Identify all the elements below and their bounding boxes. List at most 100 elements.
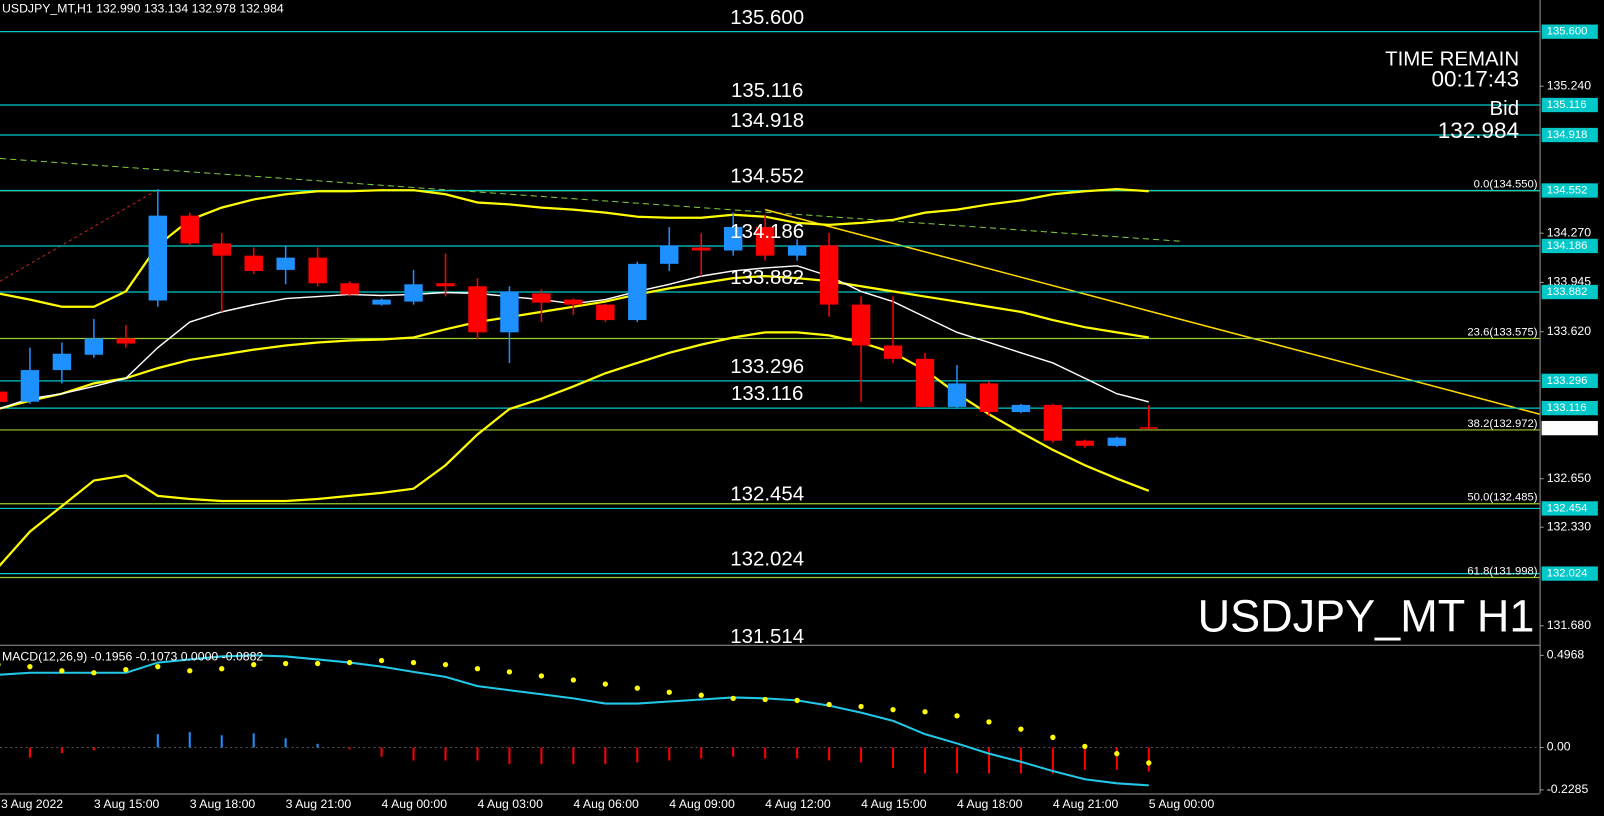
level-box (1541, 24, 1598, 39)
level-box (1541, 97, 1598, 113)
signal-dot (954, 713, 960, 719)
histogram-bar (955, 747, 959, 774)
x-tick-label: 4 Aug 21:00 (1053, 797, 1119, 811)
candle-body (692, 247, 711, 251)
candle-body (1011, 404, 1031, 413)
histogram-bar (1147, 747, 1150, 772)
signal-dot (1114, 750, 1120, 757)
x-tick-label: 4 Aug 00:00 (382, 797, 448, 811)
fib-label: 50.0(132.485) (1467, 492, 1537, 504)
candle-body (819, 245, 839, 305)
histogram-bar (636, 747, 639, 763)
signal-dot (666, 689, 672, 695)
histogram-bar (987, 747, 990, 774)
level-box-label: 134.186 (1547, 240, 1588, 252)
level-label: 132.454 (730, 483, 804, 506)
level-label: 133.296 (730, 355, 804, 378)
level-box (1541, 284, 1598, 300)
level-label: 133.882 (730, 266, 804, 289)
signal-dot (378, 657, 385, 664)
x-tick-label: 3 Aug 18:00 (190, 797, 256, 811)
x-tick-label: 4 Aug 06:00 (573, 797, 639, 811)
histogram-bar (828, 747, 831, 761)
candle-body (20, 370, 40, 402)
signal-dot (0, 662, 1, 667)
candle-body (1043, 404, 1063, 441)
candle-body (1107, 437, 1127, 446)
candle-body (915, 358, 935, 407)
signal-dot (826, 701, 832, 708)
macd-line (0, 654, 1149, 787)
fib-label: 0.0(134.550) (1474, 179, 1538, 191)
histogram-bar (92, 747, 95, 751)
histogram-bar (1051, 747, 1054, 774)
candle-body (851, 304, 871, 346)
level-box (1541, 373, 1598, 388)
signal-dot (1050, 734, 1056, 740)
candle-body (723, 227, 743, 251)
level-box-label: 133.296 (1547, 375, 1588, 387)
x-tick-label: 3 Aug 15:00 (94, 797, 160, 811)
price-panel (0, 31, 1540, 579)
candle-body (628, 263, 647, 321)
fib-label: 61.8(131.998) (1467, 565, 1537, 577)
signal-dot (890, 707, 896, 713)
signal-dot (602, 681, 608, 687)
signal-dot (570, 677, 577, 683)
macd-panel (0, 654, 1540, 787)
signal-dot (922, 709, 928, 715)
signal-dot (410, 659, 417, 666)
histogram-bar (380, 747, 383, 757)
signal-dot (698, 692, 704, 698)
candle-body (84, 338, 104, 355)
candle-body (308, 257, 327, 284)
y-tick-label: 133.620 (1547, 324, 1592, 338)
histogram-bar (764, 747, 767, 759)
x-tick-label: 3 Aug 2022 (1, 797, 63, 811)
y-tick-label: 131.680 (1547, 618, 1592, 632)
signal-dot (794, 697, 800, 704)
level-box (1541, 400, 1598, 416)
signal-dot (187, 668, 193, 674)
x-tick-label: 4 Aug 18:00 (957, 797, 1023, 811)
candle-body (787, 245, 807, 256)
x-tick-label: 4 Aug 03:00 (477, 797, 543, 811)
histogram-bar (508, 747, 511, 765)
candle-body (979, 383, 999, 413)
candle-body (468, 286, 487, 333)
histogram-bar (700, 747, 703, 759)
candle-body (212, 243, 231, 256)
y-tick-label: 132.650 (1547, 471, 1592, 485)
level-label: 131.514 (730, 625, 804, 648)
candle-body (564, 299, 583, 305)
macd-title: MACD(12,26,9) -0.1956 -0.1073 0.0000 -0.… (2, 650, 263, 664)
signal-dot (1082, 743, 1088, 750)
candle-body (1139, 427, 1158, 429)
fib-label: 38.2(132.972) (1467, 418, 1537, 430)
candle-body (340, 283, 359, 295)
x-tick-label: 4 Aug 09:00 (669, 797, 735, 811)
level-box-label: 135.116 (1547, 99, 1587, 111)
histogram-bar (732, 747, 735, 757)
signal-dot (251, 661, 257, 668)
signal-dot (506, 669, 513, 675)
histogram-bar (316, 743, 319, 748)
timer-label: TIME REMAIN (1385, 48, 1519, 71)
level-label: 133.116 (731, 382, 803, 405)
candle-body (947, 383, 967, 407)
level-label: 132.024 (730, 548, 804, 571)
level-box (1541, 566, 1598, 581)
candle-body (244, 255, 263, 271)
bid-value: 132.984 (1438, 118, 1519, 143)
signal-dot (314, 660, 321, 667)
histogram-bar (220, 735, 223, 748)
level-box-label: 132.454 (1547, 502, 1588, 514)
x-tick-label: 5 Aug 00:00 (1149, 797, 1215, 811)
timer: 00:17:43 (1431, 67, 1519, 92)
signal-dot (986, 719, 992, 725)
y-tick-label: 0.00 (1547, 740, 1571, 754)
header: USDJPY_MT,H1 132.990 133.134 132.978 132… (2, 1, 284, 15)
level-label: 134.186 (730, 220, 804, 243)
signal-dot (123, 666, 129, 673)
